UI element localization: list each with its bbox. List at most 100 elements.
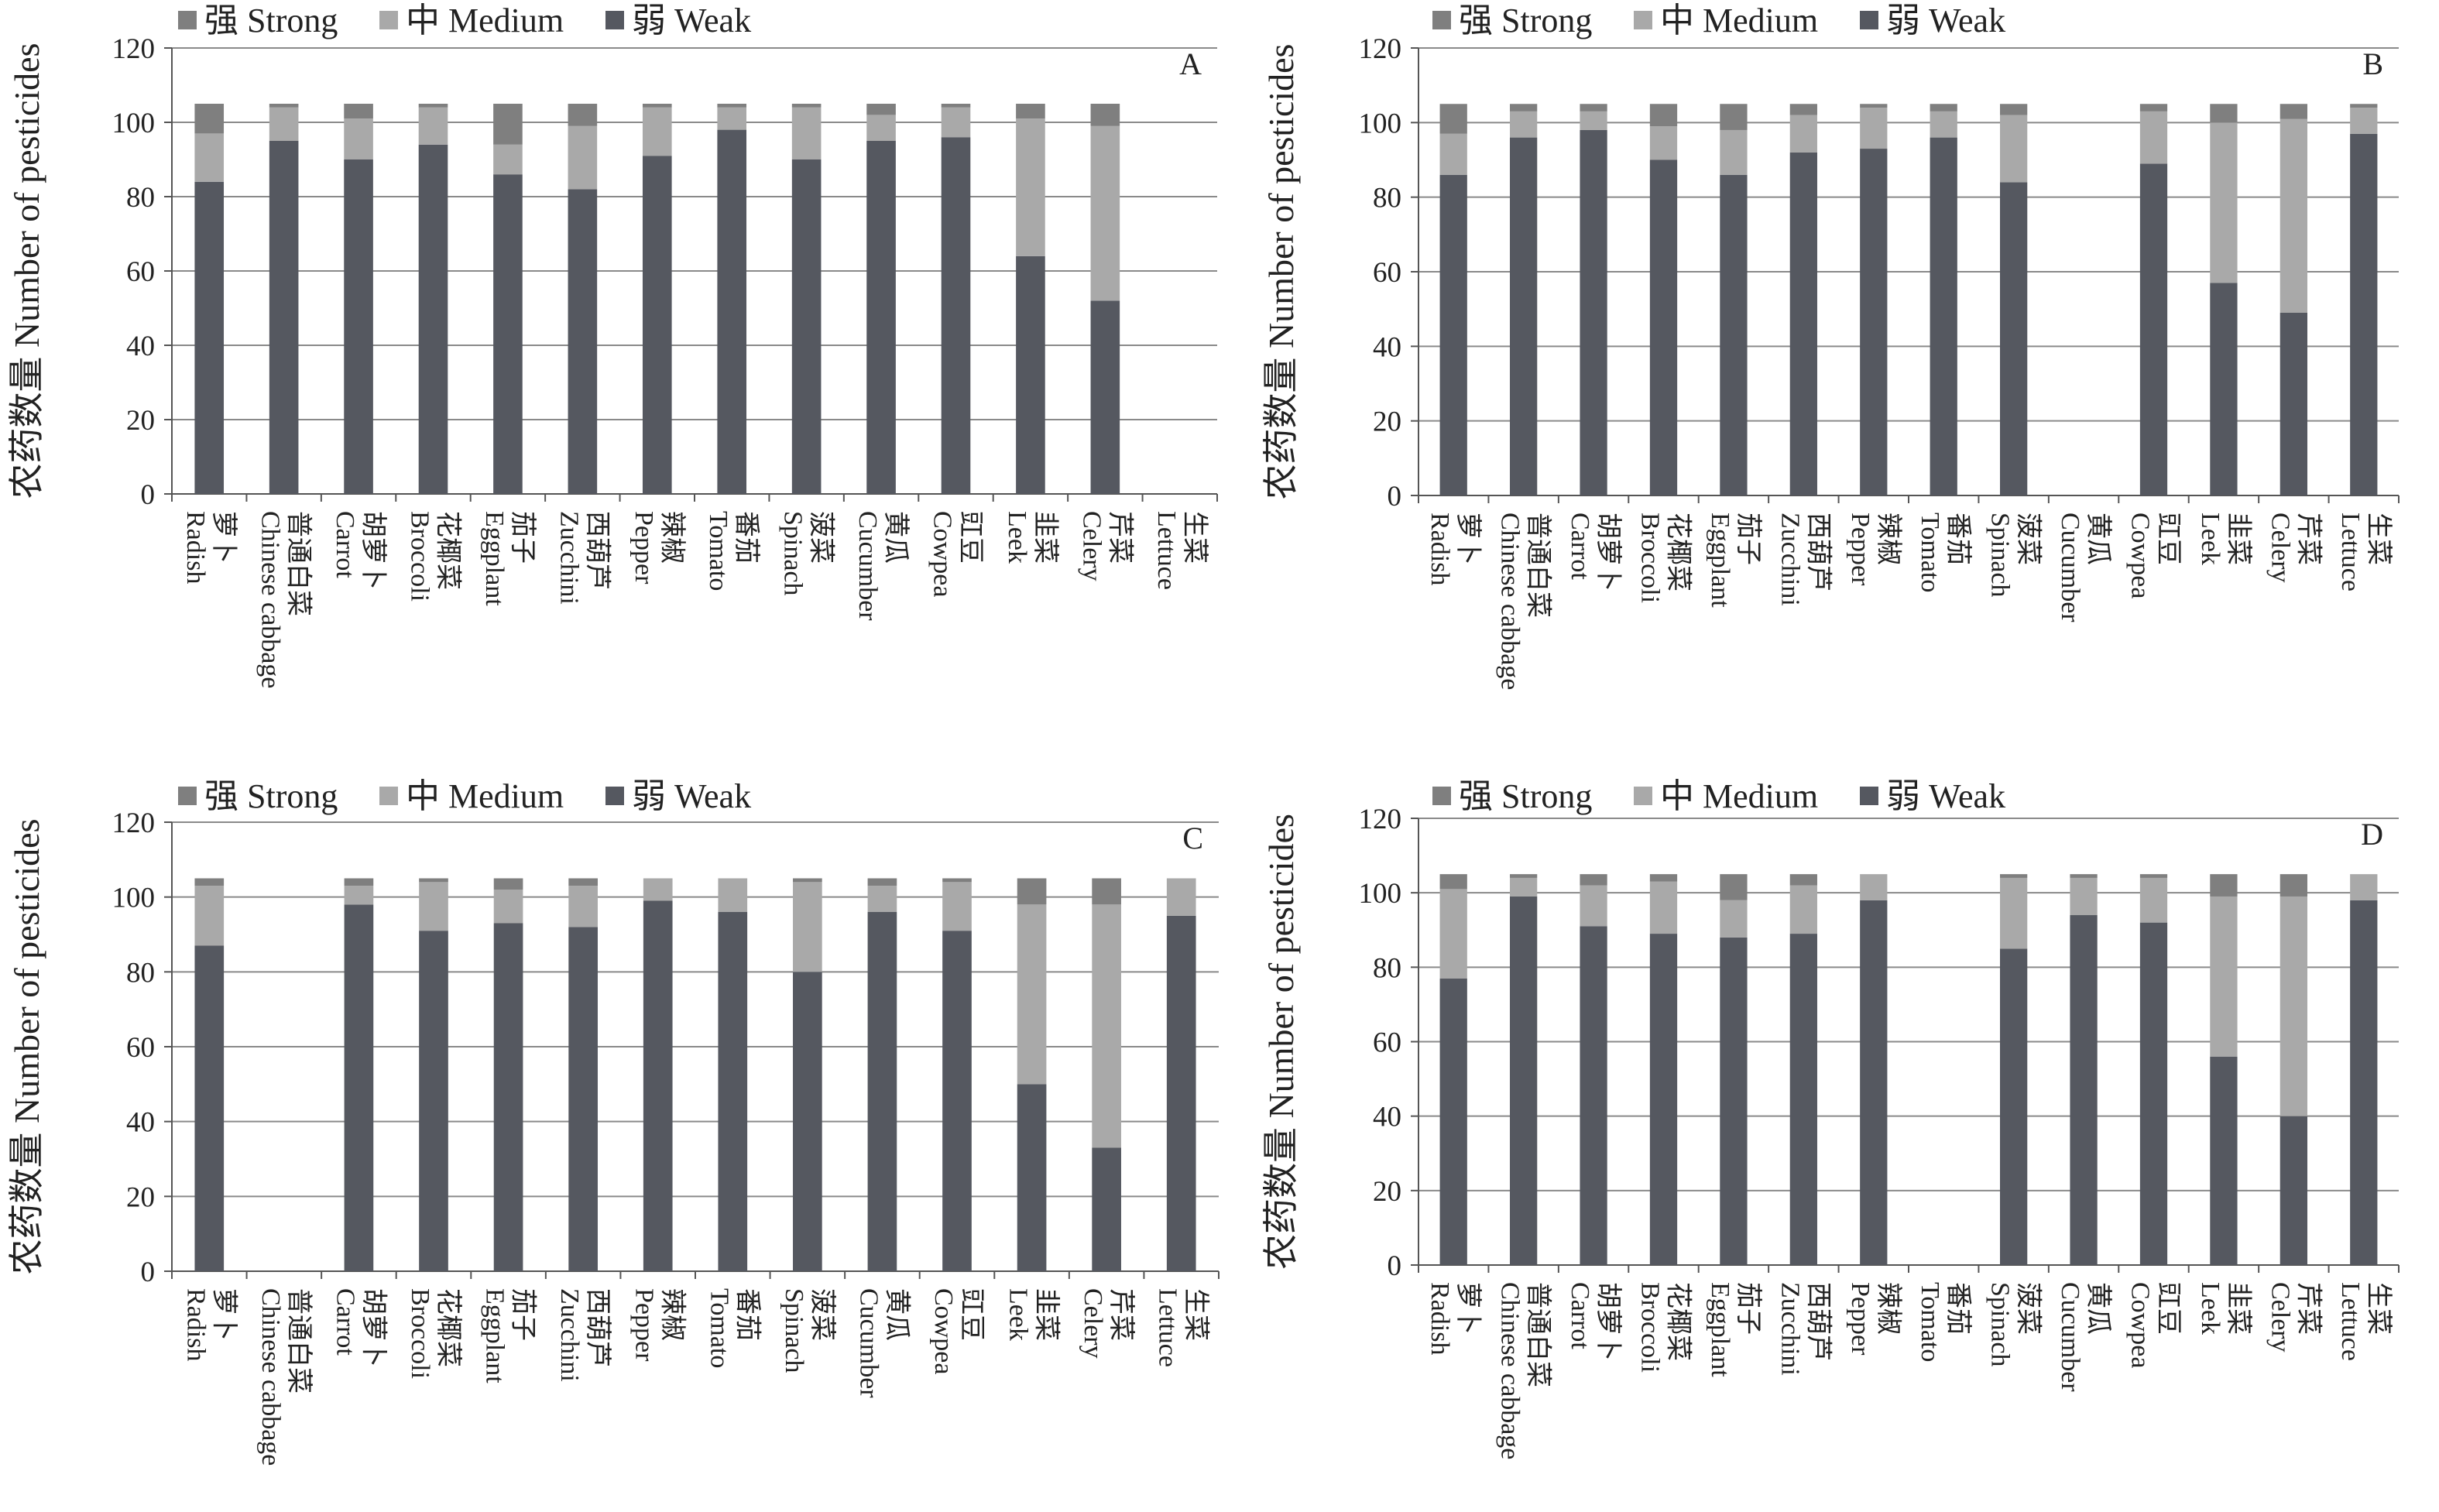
bar-medium	[1166, 878, 1196, 916]
x-category-label-en: Eggplant	[481, 1288, 509, 1383]
bar-weak	[718, 912, 748, 1271]
x-category-label-zh: 菠菜	[2014, 1282, 2043, 1335]
bar-medium	[941, 107, 971, 138]
bar-strong	[2139, 874, 2168, 878]
bar-medium	[1439, 889, 1467, 979]
bar-medium	[1090, 125, 1120, 301]
bar-strong	[344, 104, 373, 119]
x-category-label-en: Eggplant	[1706, 1282, 1734, 1377]
x-category-label-en: Tomato	[1916, 513, 1944, 592]
y-tick-label: 0	[1388, 481, 1402, 513]
bar-medium	[2210, 896, 2238, 1057]
x-category-label-en: Tomato	[704, 511, 732, 591]
bar-strong	[2070, 874, 2098, 878]
bar-medium	[344, 118, 373, 159]
x-category-label-zh: 菠菜	[2014, 513, 2043, 565]
x-category-label-zh: 花椰菜	[1664, 513, 1693, 591]
bar-medium	[269, 107, 299, 141]
x-category-label-en: Carrot	[1566, 513, 1594, 580]
x-category-label-zh: 胡萝卜	[1593, 513, 1623, 591]
bar-strong	[344, 878, 374, 886]
x-category-label-zh: 菠菜	[807, 511, 835, 564]
bar-medium	[1720, 900, 1748, 938]
x-category-label-en: Cucumber	[853, 511, 882, 621]
bar-weak	[942, 931, 972, 1271]
x-category-label-en: Cucumber	[2056, 513, 2084, 622]
bar-medium	[1439, 133, 1467, 175]
bar-strong	[1860, 104, 1888, 108]
x-category-label-zh: 萝卜	[209, 511, 238, 564]
bar-medium	[568, 125, 598, 190]
x-category-label-zh: 辣椒	[657, 511, 687, 564]
x-category-label-en: Zucchini	[554, 511, 583, 605]
x-category-label-en: Lettuce	[1152, 511, 1181, 590]
x-category-label-en: Carrot	[1566, 1282, 1594, 1349]
x-category-label-zh: 辣椒	[1874, 1282, 1903, 1335]
x-category-label-en: Leek	[1004, 1288, 1033, 1341]
x-category-label-en: Cowpea	[2126, 513, 2155, 598]
y-tick-label: 80	[126, 957, 155, 989]
x-category-label-zh: 普通白菜	[1524, 513, 1553, 618]
bar-strong	[2350, 104, 2378, 108]
legend-label: 强 Strong	[1459, 777, 1592, 815]
y-tick-label: 60	[1373, 257, 1401, 289]
y-tick-label: 20	[1373, 1176, 1401, 1208]
legend-swatch	[178, 11, 197, 29]
y-tick-label: 120	[112, 33, 156, 65]
y-axis-title: 农药数量 Number of pesticides	[1261, 44, 1301, 500]
bar-strong	[1789, 104, 1817, 115]
legend-item-strong: 强 Strong	[178, 2, 338, 39]
x-category-label-zh: 萝卜	[1453, 1282, 1483, 1335]
x-category-label-en: Carrot	[331, 511, 359, 578]
x-category-label-zh: 西葫芦	[1803, 513, 1833, 591]
bar-medium	[1860, 874, 1888, 900]
x-category-label-zh: 黄瓜	[882, 1288, 911, 1341]
bar-medium	[194, 133, 225, 182]
bar-strong	[568, 878, 598, 886]
x-category-label-en: Cowpea	[929, 1288, 958, 1374]
bar-strong	[2279, 104, 2307, 119]
y-tick-label: 80	[1373, 952, 1401, 984]
bar-strong	[418, 104, 448, 108]
bar-medium	[1930, 111, 1957, 138]
bar-weak	[642, 156, 672, 494]
y-tick-label: 0	[141, 1257, 156, 1288]
bar-weak	[1860, 149, 1888, 496]
legend-item-weak: 弱 Weak	[605, 777, 751, 815]
bar-weak	[1649, 159, 1678, 495]
bar-weak	[194, 945, 225, 1271]
bar-strong	[2279, 874, 2307, 897]
legend-item-strong: 强 Strong	[1432, 777, 1592, 815]
legend-item-strong: 强 Strong	[178, 777, 338, 815]
bar-weak	[1439, 978, 1467, 1265]
legend-swatch	[1860, 787, 1878, 805]
bar-weak	[717, 129, 747, 494]
x-category-label-en: Broccoli	[406, 1288, 434, 1379]
y-tick-label: 40	[126, 331, 155, 362]
x-category-label-zh: 芹菜	[2293, 1282, 2323, 1335]
bar-weak	[2139, 163, 2168, 496]
bar-strong	[2210, 104, 2238, 123]
x-category-label-zh: 芹菜	[2293, 513, 2323, 565]
legend-label: 弱 Weak	[1886, 777, 2005, 815]
panel-label: A	[1179, 46, 1202, 81]
bar-weak	[2139, 922, 2168, 1265]
